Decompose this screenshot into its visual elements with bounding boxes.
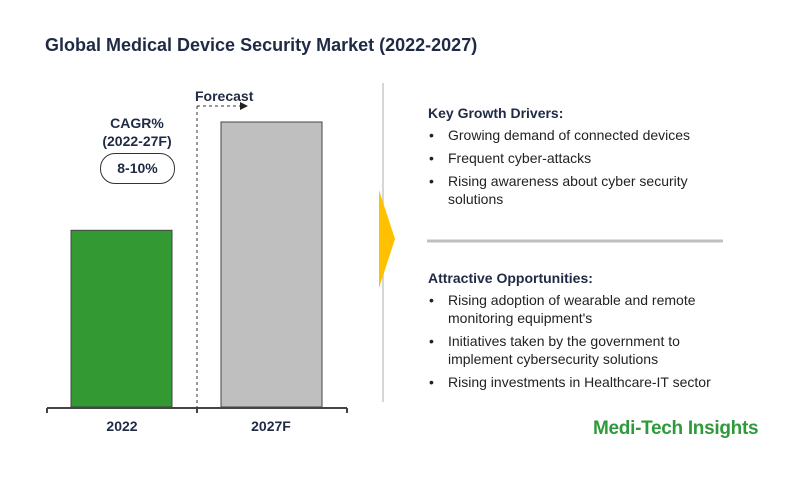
x-tick-label-2022: 2022 — [106, 418, 138, 434]
list-item: Frequent cyber-attacks — [428, 149, 728, 167]
growth-drivers-heading: Key Growth Drivers: — [428, 105, 564, 121]
list-item: Rising adoption of wearable and remote m… — [428, 291, 728, 327]
page-title: Global Medical Device Security Market (2… — [45, 35, 478, 55]
bar-2022 — [70, 229, 173, 408]
opportunities-section: Attractive Opportunities: Rising adoptio… — [428, 270, 728, 396]
cagr-value-badge: 8-10% — [100, 153, 175, 184]
forecast-arrow-head-icon — [240, 102, 248, 110]
cagr-label: CAGR% — [110, 115, 164, 131]
cagr-period: (2022-27F) — [102, 133, 172, 149]
brand-logo: Medi-Tech Insights — [593, 418, 759, 439]
bar-2027f — [220, 121, 323, 408]
forecast-label: Forecast — [195, 88, 254, 104]
list-item: Initiatives taken by the government to i… — [428, 332, 728, 368]
list-item: Rising investments in Healthcare-IT sect… — [428, 373, 728, 391]
list-item: Rising awareness about cyber security so… — [428, 172, 728, 208]
opportunities-heading: Attractive Opportunities: — [428, 270, 593, 286]
chevron-arrow-icon — [379, 190, 395, 288]
list-item: Growing demand of connected devices — [428, 126, 728, 144]
x-tick-label-2027f: 2027F — [251, 418, 291, 434]
growth-drivers-section: Key Growth Drivers: Growing demand of co… — [428, 105, 728, 213]
